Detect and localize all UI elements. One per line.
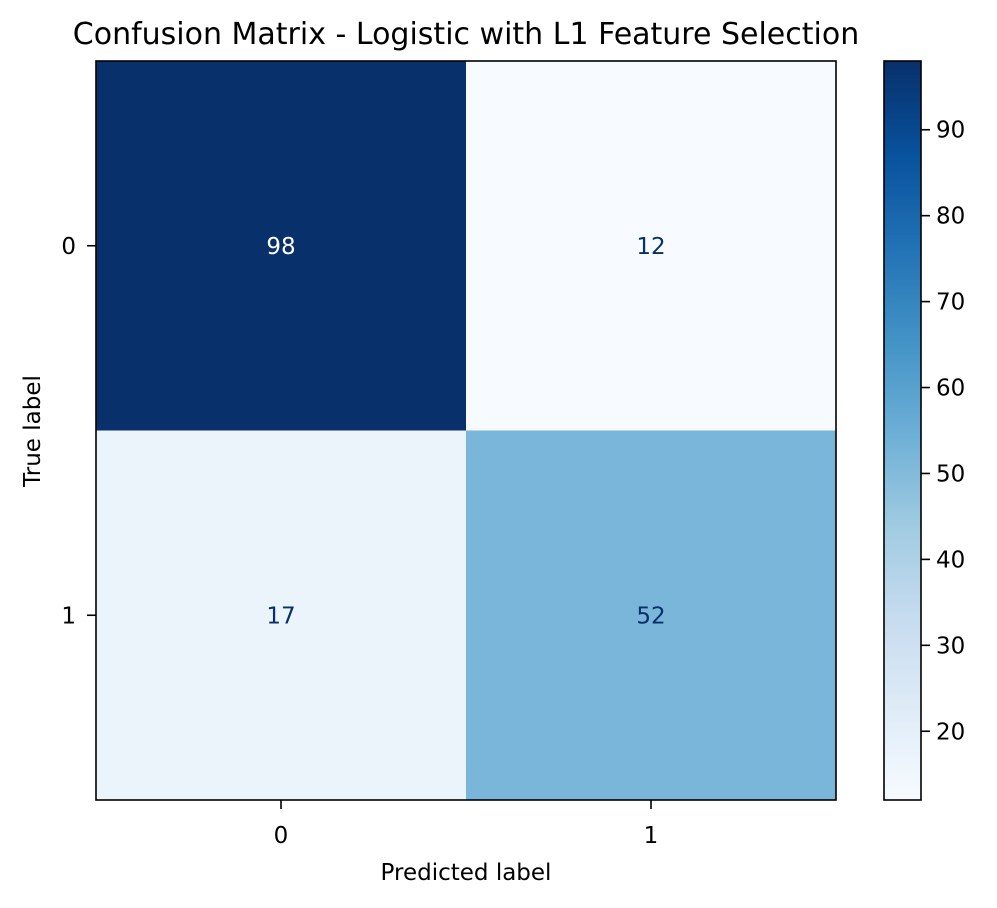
chart-title: Confusion Matrix - Logistic with L1 Feat… <box>73 17 859 52</box>
heatmap-cell <box>96 61 466 431</box>
heatmap-cell <box>96 430 466 800</box>
colorbar-frame <box>883 60 922 801</box>
colorbar-tick-label: 70 <box>936 290 965 316</box>
cell-value-label: 98 <box>266 234 295 260</box>
heatmap-cell-labels: 98 12 17 52 <box>266 234 665 630</box>
colorbar-tick-label: 60 <box>936 376 965 402</box>
y-axis-ticks: 01 <box>61 234 96 629</box>
x-axis-label: Predicted label <box>381 860 552 886</box>
x-tick-label: 1 <box>644 823 659 849</box>
y-axis-label: True label <box>20 375 46 488</box>
colorbar <box>884 61 921 800</box>
colorbar-tick-label: 30 <box>936 633 965 659</box>
cell-value-label: 52 <box>636 603 665 629</box>
plot-frame <box>95 60 837 801</box>
heatmap-cell <box>466 430 836 800</box>
heatmap-cells <box>96 61 836 800</box>
y-tick-label: 1 <box>61 603 76 629</box>
colorbar-tick-label: 50 <box>936 461 965 487</box>
colorbar-ticks: 20 30 40 50 60 70 80 90 <box>921 118 965 745</box>
colorbar-tick-label: 20 <box>936 719 965 745</box>
cell-value-label: 17 <box>266 603 295 629</box>
colorbar-tick-label: 80 <box>936 204 965 230</box>
cell-value-label: 12 <box>636 234 665 260</box>
colorbar-tick-label: 40 <box>936 547 965 573</box>
y-tick-label: 0 <box>61 234 76 260</box>
x-tick-label: 0 <box>274 823 289 849</box>
heatmap-cell <box>466 61 836 431</box>
colorbar-tick-label: 90 <box>936 118 965 144</box>
